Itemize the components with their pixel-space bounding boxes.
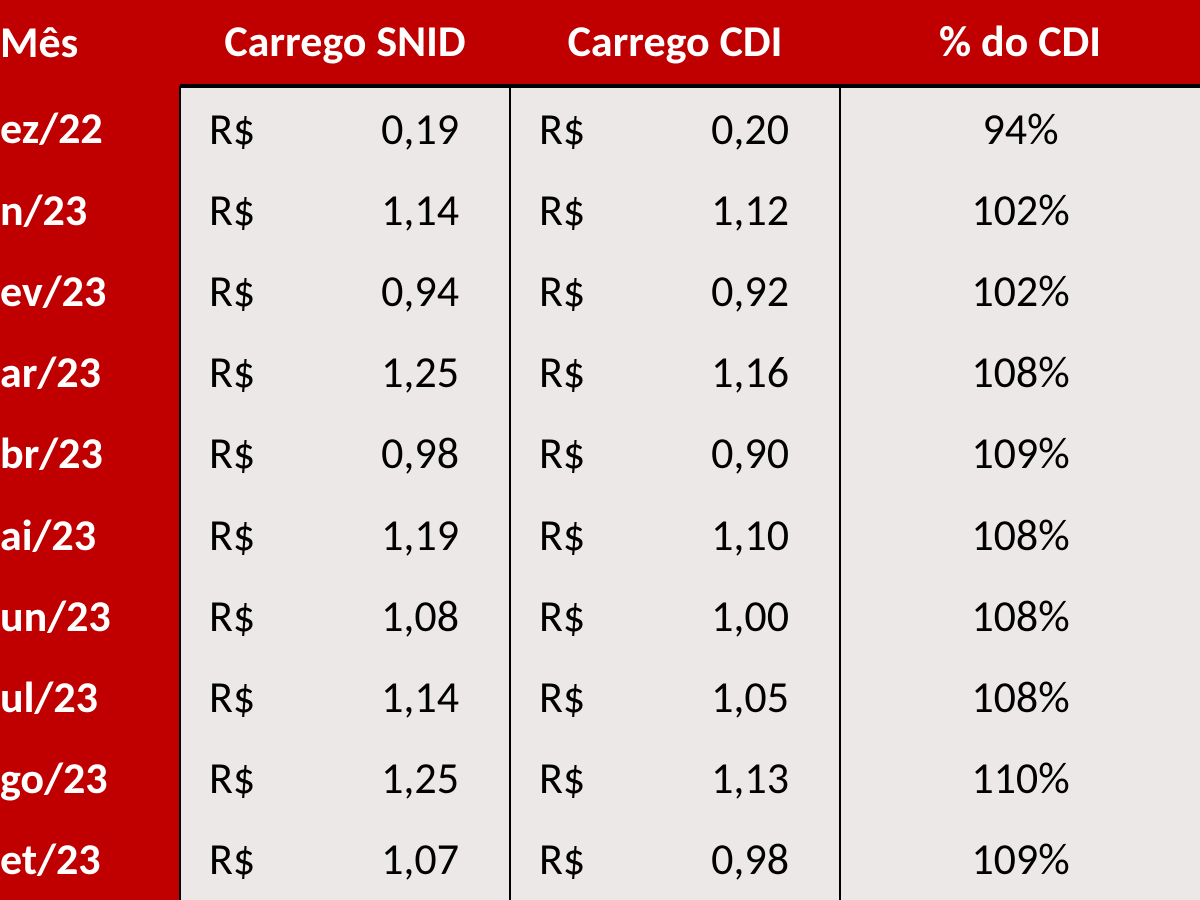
cell-snid-currency: R$ bbox=[180, 332, 290, 413]
cell-cdi-value: 1,05 bbox=[620, 656, 840, 737]
cell-cdi-value: 1,10 bbox=[620, 494, 840, 575]
cell-cdi-value: 0,20 bbox=[620, 87, 840, 169]
col-header-mes: Mês bbox=[0, 0, 180, 87]
cell-cdi-currency: R$ bbox=[510, 738, 620, 819]
table-row: ai/23R$1,19R$1,10108% bbox=[0, 494, 1200, 575]
table-row: et/23R$1,07R$0,98109% bbox=[0, 819, 1200, 900]
cell-mes: ai/23 bbox=[0, 494, 180, 575]
cell-snid-value: 1,25 bbox=[290, 738, 510, 819]
cell-snid-currency: R$ bbox=[180, 169, 290, 250]
cell-pct: 108% bbox=[840, 656, 1200, 737]
cell-cdi-currency: R$ bbox=[510, 250, 620, 331]
cell-cdi-currency: R$ bbox=[510, 819, 620, 900]
cell-snid-currency: R$ bbox=[180, 494, 290, 575]
cell-cdi-value: 0,90 bbox=[620, 413, 840, 494]
cell-snid-value: 1,25 bbox=[290, 332, 510, 413]
cell-cdi-currency: R$ bbox=[510, 87, 620, 169]
table-row: ez/22R$0,19R$0,2094% bbox=[0, 87, 1200, 169]
cell-cdi-value: 1,13 bbox=[620, 738, 840, 819]
table-row: ul/23R$1,14R$1,05108% bbox=[0, 656, 1200, 737]
cell-pct: 110% bbox=[840, 738, 1200, 819]
cell-pct: 102% bbox=[840, 169, 1200, 250]
table-header-row: Mês Carrego SNID Carrego CDI % do CDI bbox=[0, 0, 1200, 87]
cell-mes: et/23 bbox=[0, 819, 180, 900]
col-header-pct: % do CDI bbox=[840, 0, 1200, 87]
col-header-snid: Carrego SNID bbox=[180, 0, 510, 87]
table-row: ev/23R$0,94R$0,92102% bbox=[0, 250, 1200, 331]
cell-cdi-value: 1,00 bbox=[620, 575, 840, 656]
cell-snid-value: 1,14 bbox=[290, 169, 510, 250]
table-row: un/23R$1,08R$1,00108% bbox=[0, 575, 1200, 656]
table-row: n/23R$1,14R$1,12102% bbox=[0, 169, 1200, 250]
cell-pct: 109% bbox=[840, 819, 1200, 900]
cell-mes: go/23 bbox=[0, 738, 180, 819]
cell-pct: 108% bbox=[840, 575, 1200, 656]
cell-snid-currency: R$ bbox=[180, 575, 290, 656]
col-header-cdi: Carrego CDI bbox=[510, 0, 840, 87]
cell-mes: ev/23 bbox=[0, 250, 180, 331]
cell-mes: br/23 bbox=[0, 413, 180, 494]
cell-snid-value: 0,19 bbox=[290, 87, 510, 169]
cell-snid-currency: R$ bbox=[180, 819, 290, 900]
table-body: ez/22R$0,19R$0,2094%n/23R$1,14R$1,12102%… bbox=[0, 87, 1200, 900]
cell-snid-value: 1,19 bbox=[290, 494, 510, 575]
cell-snid-currency: R$ bbox=[180, 87, 290, 169]
cell-cdi-value: 1,16 bbox=[620, 332, 840, 413]
cell-mes: ez/22 bbox=[0, 87, 180, 169]
cell-snid-currency: R$ bbox=[180, 738, 290, 819]
cell-snid-value: 0,94 bbox=[290, 250, 510, 331]
cell-cdi-currency: R$ bbox=[510, 656, 620, 737]
table-row: br/23R$0,98R$0,90109% bbox=[0, 413, 1200, 494]
carrego-table: Mês Carrego SNID Carrego CDI % do CDI ez… bbox=[0, 0, 1200, 900]
cell-mes: ul/23 bbox=[0, 656, 180, 737]
cell-snid-currency: R$ bbox=[180, 250, 290, 331]
table-row: ar/23R$1,25R$1,16108% bbox=[0, 332, 1200, 413]
cell-mes: un/23 bbox=[0, 575, 180, 656]
cell-snid-value: 1,07 bbox=[290, 819, 510, 900]
cell-pct: 109% bbox=[840, 413, 1200, 494]
cell-cdi-currency: R$ bbox=[510, 575, 620, 656]
cell-cdi-currency: R$ bbox=[510, 169, 620, 250]
cell-snid-currency: R$ bbox=[180, 413, 290, 494]
cell-pct: 108% bbox=[840, 494, 1200, 575]
cell-pct: 94% bbox=[840, 87, 1200, 169]
cell-cdi-value: 0,92 bbox=[620, 250, 840, 331]
cell-cdi-value: 1,12 bbox=[620, 169, 840, 250]
table-row: go/23R$1,25R$1,13110% bbox=[0, 738, 1200, 819]
cell-cdi-currency: R$ bbox=[510, 494, 620, 575]
cell-snid-currency: R$ bbox=[180, 656, 290, 737]
cell-cdi-value: 0,98 bbox=[620, 819, 840, 900]
cell-mes: ar/23 bbox=[0, 332, 180, 413]
cell-mes: n/23 bbox=[0, 169, 180, 250]
cell-snid-value: 0,98 bbox=[290, 413, 510, 494]
cell-snid-value: 1,14 bbox=[290, 656, 510, 737]
cell-pct: 102% bbox=[840, 250, 1200, 331]
cell-cdi-currency: R$ bbox=[510, 413, 620, 494]
cell-pct: 108% bbox=[840, 332, 1200, 413]
cell-snid-value: 1,08 bbox=[290, 575, 510, 656]
cell-cdi-currency: R$ bbox=[510, 332, 620, 413]
